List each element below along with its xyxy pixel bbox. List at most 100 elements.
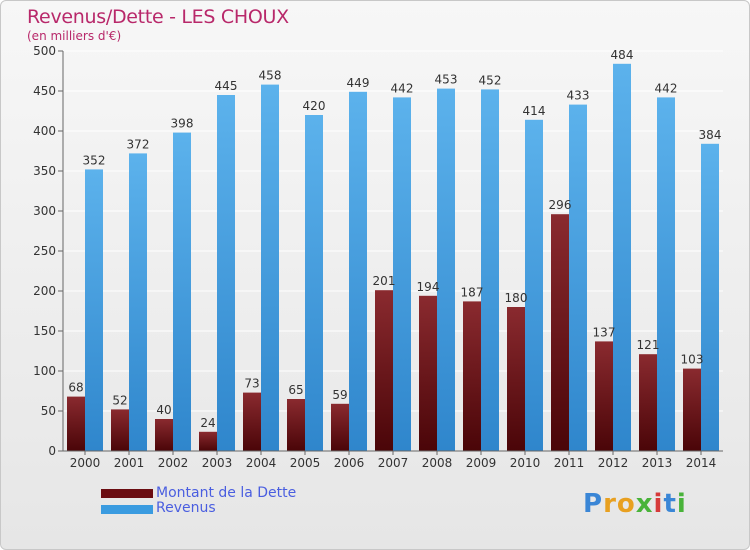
data-label-revenus: 352: [83, 153, 106, 167]
data-label-dette: 201: [373, 274, 396, 288]
bar-dette: [595, 341, 613, 451]
data-label-revenus: 453: [435, 73, 458, 87]
data-label-revenus: 414: [523, 104, 546, 118]
bar-revenus: [173, 132, 191, 451]
x-tick-label: 2008: [422, 456, 453, 470]
data-label-dette: 103: [681, 353, 704, 367]
bar-dette: [331, 403, 349, 451]
logo-letter: P: [583, 489, 604, 519]
x-tick-label: 2002: [158, 456, 189, 470]
data-label-dette: 59: [332, 388, 347, 402]
data-label-dette: 296: [549, 198, 572, 212]
bar-dette: [67, 396, 85, 451]
data-label-dette: 187: [461, 285, 484, 299]
logo-letter: t: [663, 489, 677, 519]
x-tick-label: 2001: [114, 456, 145, 470]
logo-letter: i: [653, 489, 664, 519]
y-tick-label: 450: [33, 84, 56, 98]
logo-letter: x: [635, 489, 654, 519]
bar-dette: [419, 295, 437, 451]
bar-revenus: [701, 143, 719, 452]
bar-revenus: [305, 115, 323, 451]
bar-dette: [287, 399, 305, 451]
legend-swatch-revenus: [101, 505, 153, 514]
y-tick-label: 0: [48, 444, 56, 458]
chart-subtitle: (en milliers d'€): [27, 29, 122, 43]
x-tick-label: 2014: [686, 456, 717, 470]
axes: 0 50 100 150 200 250 300 350 400 450 500 2000 2001 20…: [33, 44, 723, 470]
x-tick-label: 2000: [70, 456, 101, 470]
y-tick-label: 250: [33, 244, 56, 258]
x-tick-label: 2007: [378, 456, 409, 470]
bar-revenus: [437, 88, 455, 451]
x-tick-label: 2009: [466, 456, 497, 470]
bar-dette: [463, 301, 481, 451]
y-tick-label: 150: [33, 324, 56, 338]
data-label-revenus: 445: [215, 79, 238, 93]
bar-revenus: [393, 97, 411, 452]
bar-revenus: [349, 91, 367, 452]
y-tick-label: 100: [33, 364, 56, 378]
data-label-dette: 194: [417, 280, 440, 294]
chart-title: Revenus/Dette - LES CHOUX: [27, 6, 289, 28]
bar-revenus: [261, 84, 279, 451]
bar-dette: [683, 368, 701, 451]
data-label-revenus: 420: [303, 99, 326, 113]
data-labels: 68 352 52 372 40 398 24 445 73 458 65 420 59 449 201 44…: [68, 48, 721, 430]
bar-dette: [639, 354, 657, 451]
proxiti-logo: Proxiti: [583, 489, 687, 519]
x-tick-label: 2003: [202, 456, 233, 470]
data-label-dette: 40: [156, 403, 171, 417]
y-tick-label: 400: [33, 124, 56, 138]
data-label-revenus: 433: [567, 89, 590, 103]
legend-item-revenus: Revenus: [101, 500, 401, 517]
data-label-revenus: 458: [259, 69, 282, 83]
legend-label-revenus: Revenus: [156, 500, 216, 516]
bar-revenus: [657, 97, 675, 452]
data-label-revenus: 384: [699, 128, 722, 142]
data-label-revenus: 372: [127, 137, 150, 151]
x-tick-label: 2005: [290, 456, 321, 470]
data-label-dette: 65: [288, 383, 303, 397]
bar-dette: [375, 290, 393, 451]
data-label-revenus: 442: [655, 81, 678, 95]
legend-item-debt: Montant de la Dette: [101, 485, 401, 502]
x-tick-label: 2013: [642, 456, 673, 470]
x-tick-label: 2011: [554, 456, 585, 470]
bar-revenus: [525, 119, 543, 452]
data-label-revenus: 449: [347, 76, 370, 90]
y-tick-label: 50: [41, 404, 56, 418]
data-label-dette: 73: [244, 377, 259, 391]
bar-dette: [111, 409, 129, 451]
y-tick-label: 200: [33, 284, 56, 298]
legend-swatch-debt: [101, 489, 153, 498]
bar-dette: [243, 392, 261, 451]
bar-revenus: [217, 95, 235, 451]
data-label-dette: 52: [112, 393, 127, 407]
y-tick-label: 350: [33, 164, 56, 178]
data-label-dette: 137: [593, 325, 616, 339]
logo-letter: o: [616, 489, 636, 519]
bar-dette: [507, 307, 525, 451]
x-tick-label: 2006: [334, 456, 365, 470]
x-tick-label: 2012: [598, 456, 629, 470]
bar-dette: [551, 214, 569, 451]
bar-revenus: [569, 104, 587, 451]
logo-letter: i: [676, 489, 687, 519]
data-label-revenus: 398: [171, 117, 194, 131]
data-label-dette: 68: [68, 381, 83, 395]
data-label-dette: 121: [637, 338, 660, 352]
y-tick-label: 500: [33, 44, 56, 58]
y-tick-label: 300: [33, 204, 56, 218]
legend-label-debt: Montant de la Dette: [156, 485, 297, 501]
bar-revenus: [481, 89, 499, 452]
bar-revenus: [129, 153, 147, 451]
logo-letter: r: [603, 489, 617, 519]
data-label-dette: 24: [200, 416, 215, 430]
x-tick-label: 2010: [510, 456, 541, 470]
data-label-revenus: 452: [479, 73, 502, 87]
bar-dette: [155, 419, 173, 451]
data-label-revenus: 484: [611, 48, 634, 62]
